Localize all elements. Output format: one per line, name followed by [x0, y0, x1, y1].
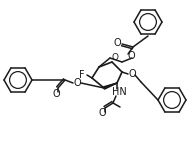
Polygon shape	[104, 83, 117, 89]
Text: O: O	[98, 108, 106, 118]
Text: O: O	[113, 38, 121, 48]
Text: O: O	[127, 51, 135, 61]
Text: F: F	[79, 70, 85, 80]
Text: O: O	[128, 69, 136, 79]
Text: O: O	[112, 53, 119, 62]
Text: O: O	[73, 78, 81, 88]
Text: O: O	[52, 89, 60, 99]
Text: HN: HN	[112, 87, 126, 97]
